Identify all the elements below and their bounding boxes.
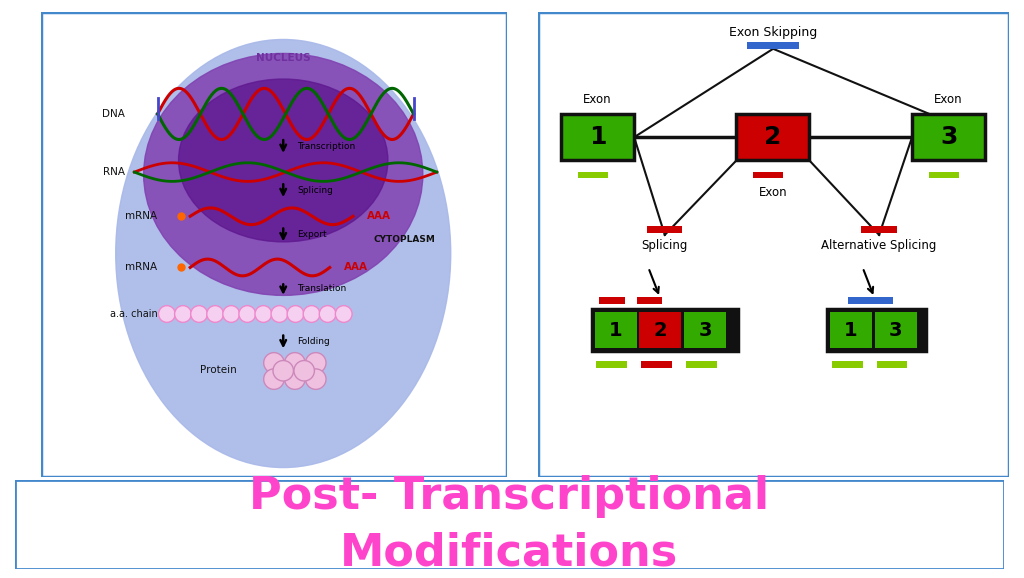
Circle shape <box>294 361 314 381</box>
Text: 1: 1 <box>844 321 858 340</box>
Bar <box>827 309 927 351</box>
Circle shape <box>319 306 336 323</box>
Bar <box>748 42 799 49</box>
Text: Post- Transcriptional
Modifications: Post- Transcriptional Modifications <box>250 475 769 575</box>
Text: 3: 3 <box>889 321 902 340</box>
Circle shape <box>271 306 288 323</box>
Circle shape <box>255 306 271 323</box>
Bar <box>877 361 907 368</box>
Bar <box>753 172 783 178</box>
Text: Export: Export <box>297 231 327 239</box>
Bar <box>592 309 738 351</box>
Text: 3: 3 <box>940 125 957 149</box>
Circle shape <box>303 306 319 323</box>
Circle shape <box>287 306 304 323</box>
Bar <box>637 297 663 304</box>
Bar <box>736 114 809 161</box>
Text: RNA: RNA <box>103 167 125 177</box>
Circle shape <box>273 361 294 381</box>
Circle shape <box>335 306 352 323</box>
Text: Splicing: Splicing <box>297 186 333 195</box>
Bar <box>578 172 608 178</box>
Circle shape <box>175 306 191 323</box>
Text: 1: 1 <box>589 125 606 149</box>
Text: a.a. chain: a.a. chain <box>110 309 158 319</box>
Ellipse shape <box>178 79 388 242</box>
Circle shape <box>190 306 208 323</box>
Bar <box>641 361 672 368</box>
Circle shape <box>207 306 223 323</box>
Circle shape <box>285 353 305 373</box>
Circle shape <box>264 369 284 390</box>
Text: Translation: Translation <box>297 284 346 293</box>
Text: mRNA: mRNA <box>126 212 158 221</box>
Text: Exon: Exon <box>759 186 787 199</box>
Text: AAA: AAA <box>344 262 368 272</box>
Text: 3: 3 <box>698 321 712 340</box>
Ellipse shape <box>116 39 451 468</box>
Bar <box>684 312 726 349</box>
Bar <box>647 225 682 232</box>
Circle shape <box>264 353 284 373</box>
Circle shape <box>159 306 175 323</box>
Bar <box>599 297 625 304</box>
Text: Exon: Exon <box>934 92 963 106</box>
Text: NUCLEUS: NUCLEUS <box>256 53 310 63</box>
Text: Protein: Protein <box>200 365 237 375</box>
Bar <box>561 114 634 161</box>
Text: Exon Skipping: Exon Skipping <box>729 26 817 39</box>
Ellipse shape <box>143 53 423 295</box>
Bar <box>929 172 959 178</box>
Bar <box>833 361 862 368</box>
Text: Exon: Exon <box>584 92 612 106</box>
Circle shape <box>285 369 305 390</box>
Text: 1: 1 <box>608 321 623 340</box>
Bar <box>830 312 872 349</box>
Bar <box>874 312 916 349</box>
Circle shape <box>239 306 256 323</box>
Text: Splicing: Splicing <box>642 239 688 251</box>
Text: Folding: Folding <box>297 338 330 346</box>
Circle shape <box>305 369 326 390</box>
Text: 2: 2 <box>653 321 667 340</box>
Bar <box>849 297 893 304</box>
Bar <box>639 312 681 349</box>
Bar <box>912 114 985 161</box>
Bar <box>595 312 637 349</box>
Text: Transcription: Transcription <box>297 142 355 151</box>
Text: AAA: AAA <box>367 212 391 221</box>
Circle shape <box>305 353 326 373</box>
Bar <box>686 361 717 368</box>
Text: mRNA: mRNA <box>126 262 158 272</box>
Bar <box>596 361 627 368</box>
Text: Alternative Splicing: Alternative Splicing <box>821 239 937 251</box>
Bar <box>861 225 897 232</box>
Circle shape <box>223 306 240 323</box>
Text: 2: 2 <box>764 125 781 149</box>
Text: CYTOPLASM: CYTOPLASM <box>374 235 435 244</box>
Text: DNA: DNA <box>102 109 125 119</box>
